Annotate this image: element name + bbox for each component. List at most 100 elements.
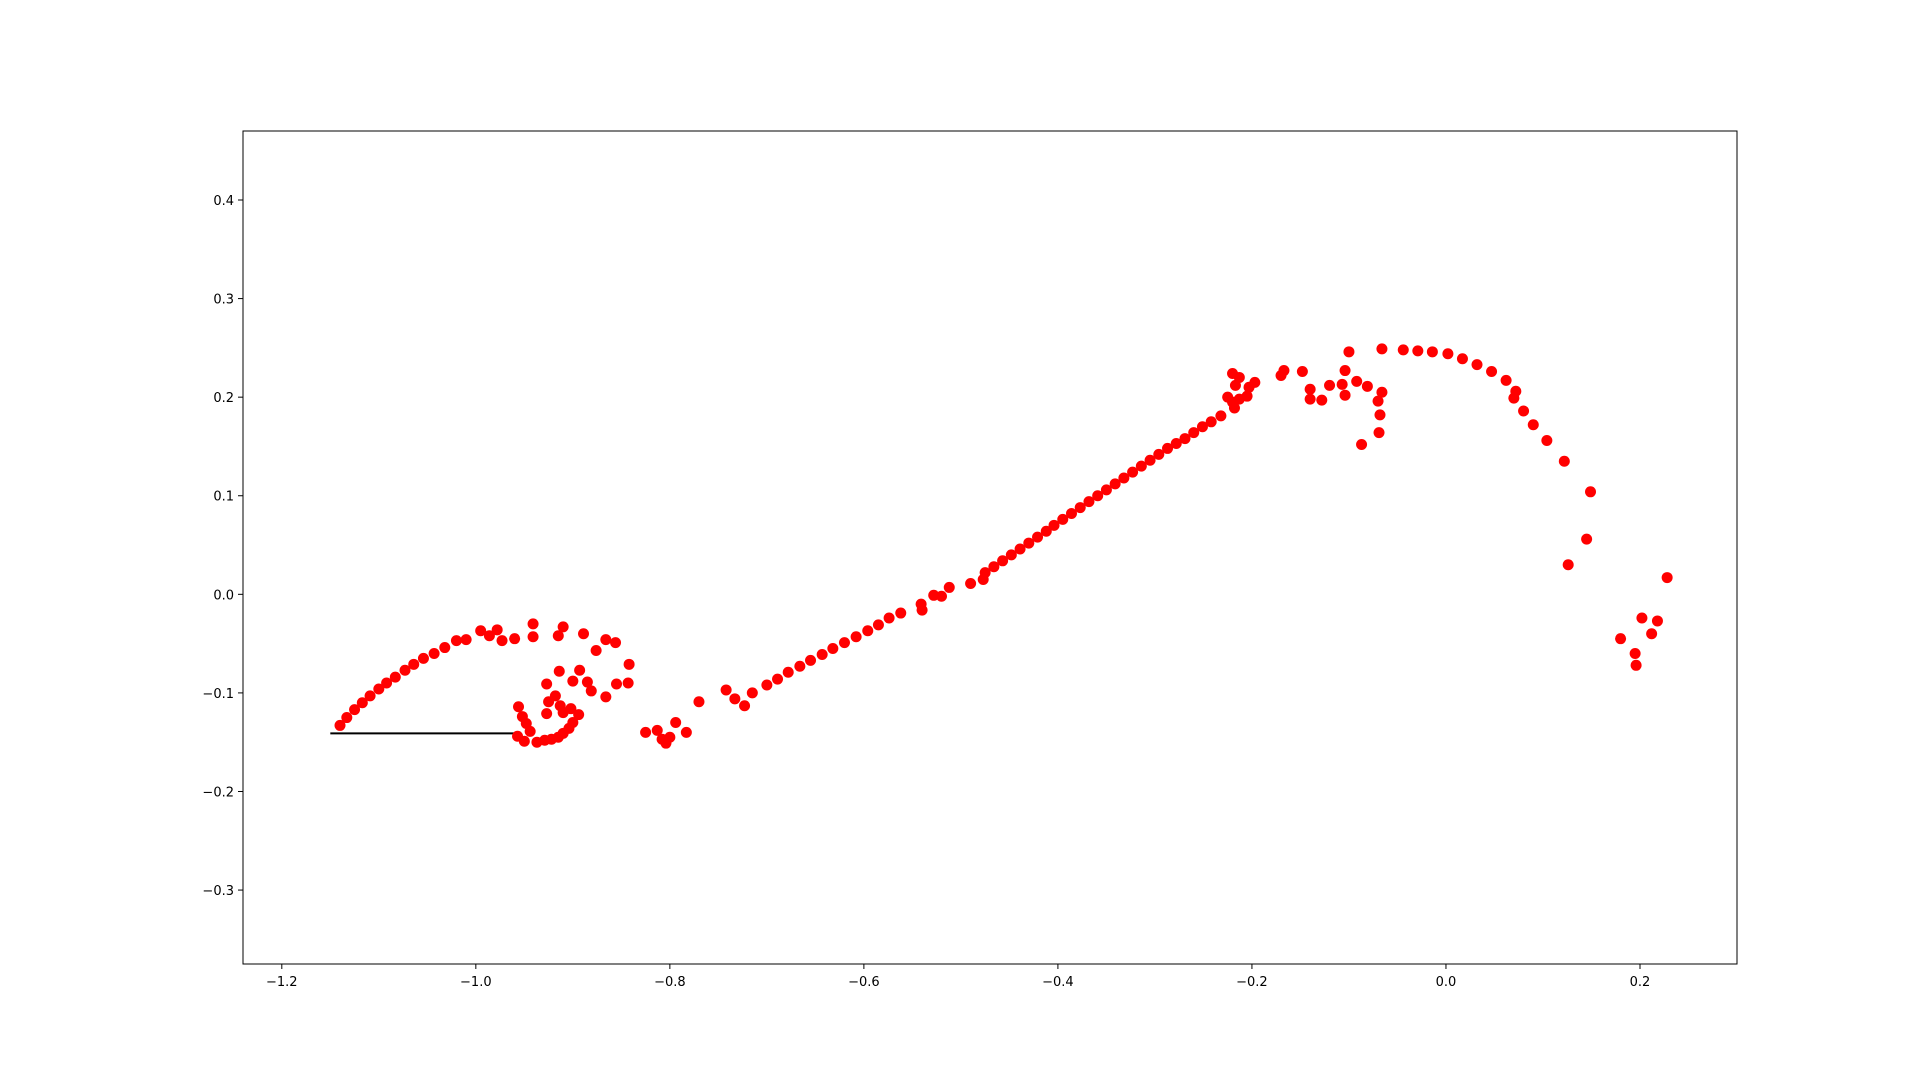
data-point bbox=[578, 628, 590, 640]
x-tick-label: −0.8 bbox=[654, 975, 686, 990]
data-point bbox=[1205, 416, 1217, 428]
x-tick-label: 0.2 bbox=[1630, 975, 1651, 990]
data-point bbox=[496, 635, 508, 647]
data-point bbox=[997, 555, 1009, 567]
data-point bbox=[935, 590, 947, 602]
data-point bbox=[1426, 346, 1438, 358]
data-point bbox=[541, 678, 553, 690]
data-point bbox=[720, 684, 732, 696]
y-tick-label: −0.3 bbox=[202, 884, 234, 899]
y-axis: −0.3 −0.2 −0.1 0.0 0.1 0.2 0.3 0.4 bbox=[202, 194, 243, 899]
data-point bbox=[670, 716, 682, 728]
data-point bbox=[1135, 460, 1147, 472]
data-point bbox=[1372, 395, 1384, 407]
data-point bbox=[611, 678, 622, 690]
data-point bbox=[1500, 374, 1512, 386]
data-point bbox=[1144, 454, 1156, 466]
data-point bbox=[895, 607, 907, 619]
data-point bbox=[1032, 531, 1044, 543]
data-point bbox=[1215, 410, 1227, 422]
data-point bbox=[590, 645, 602, 657]
data-point bbox=[965, 577, 977, 589]
data-point bbox=[916, 604, 928, 616]
data-point bbox=[1083, 496, 1095, 508]
points-layer bbox=[334, 343, 1673, 749]
data-point bbox=[838, 637, 850, 649]
data-point bbox=[1442, 348, 1454, 360]
data-point bbox=[1170, 437, 1182, 449]
data-point bbox=[782, 666, 794, 678]
x-tick-label: −1.0 bbox=[460, 975, 492, 990]
data-point bbox=[761, 679, 773, 691]
data-point bbox=[1336, 378, 1348, 390]
data-point bbox=[567, 675, 579, 687]
data-point bbox=[1324, 379, 1336, 391]
data-point bbox=[1615, 633, 1627, 645]
data-point bbox=[794, 660, 806, 672]
data-point bbox=[1339, 389, 1351, 401]
data-point bbox=[439, 642, 451, 654]
data-point bbox=[862, 625, 874, 637]
plot-frame bbox=[242, 130, 1738, 965]
data-point bbox=[1127, 466, 1139, 478]
data-point bbox=[334, 719, 346, 731]
data-point bbox=[1376, 343, 1388, 355]
data-point bbox=[513, 701, 525, 713]
data-point bbox=[988, 561, 1000, 573]
data-point bbox=[1373, 427, 1385, 439]
y-tick-label: 0.1 bbox=[213, 490, 234, 505]
data-point bbox=[1361, 380, 1373, 392]
data-point bbox=[408, 658, 420, 670]
data-point bbox=[364, 690, 376, 702]
data-point bbox=[381, 677, 393, 689]
data-point bbox=[1304, 393, 1316, 405]
data-point bbox=[827, 643, 839, 655]
data-point bbox=[1296, 366, 1308, 378]
data-point bbox=[373, 683, 385, 695]
data-point bbox=[680, 726, 692, 738]
data-point bbox=[1249, 376, 1261, 388]
x-tick-label: −0.2 bbox=[1236, 975, 1268, 990]
data-point bbox=[527, 631, 539, 643]
data-point bbox=[557, 621, 569, 633]
data-point bbox=[1153, 448, 1165, 460]
data-point bbox=[872, 619, 884, 631]
data-point bbox=[1316, 394, 1328, 406]
data-point bbox=[349, 704, 361, 716]
data-point bbox=[1304, 383, 1316, 395]
y-tick-label: 0.4 bbox=[213, 194, 234, 209]
data-point bbox=[1527, 419, 1539, 431]
data-point bbox=[979, 567, 991, 579]
data-point bbox=[610, 637, 622, 649]
data-point bbox=[600, 691, 612, 703]
data-point bbox=[585, 685, 597, 697]
data-point bbox=[557, 707, 569, 719]
x-tick-label: −0.4 bbox=[1042, 975, 1074, 990]
data-point bbox=[581, 676, 593, 688]
data-point bbox=[883, 612, 895, 624]
data-point bbox=[746, 687, 758, 699]
data-point bbox=[356, 697, 368, 709]
data-point bbox=[573, 709, 585, 721]
data-point bbox=[850, 631, 862, 643]
data-point bbox=[1412, 345, 1424, 357]
data-point bbox=[543, 696, 555, 708]
data-point bbox=[1343, 346, 1355, 358]
data-point bbox=[772, 673, 784, 685]
data-point bbox=[1636, 612, 1648, 624]
data-point bbox=[552, 630, 564, 642]
data-point bbox=[512, 730, 524, 742]
data-point bbox=[1541, 435, 1553, 447]
data-point bbox=[483, 630, 495, 642]
data-point bbox=[1023, 537, 1035, 549]
y-tick-label: −0.1 bbox=[202, 687, 234, 702]
y-tick-label: 0.3 bbox=[213, 293, 234, 308]
data-point bbox=[1471, 359, 1483, 371]
data-point bbox=[1585, 486, 1597, 498]
data-point bbox=[943, 581, 955, 593]
data-point bbox=[1630, 659, 1642, 671]
data-point bbox=[516, 711, 528, 723]
data-point bbox=[1040, 525, 1052, 537]
data-point bbox=[1100, 484, 1112, 496]
data-point bbox=[1092, 490, 1104, 502]
